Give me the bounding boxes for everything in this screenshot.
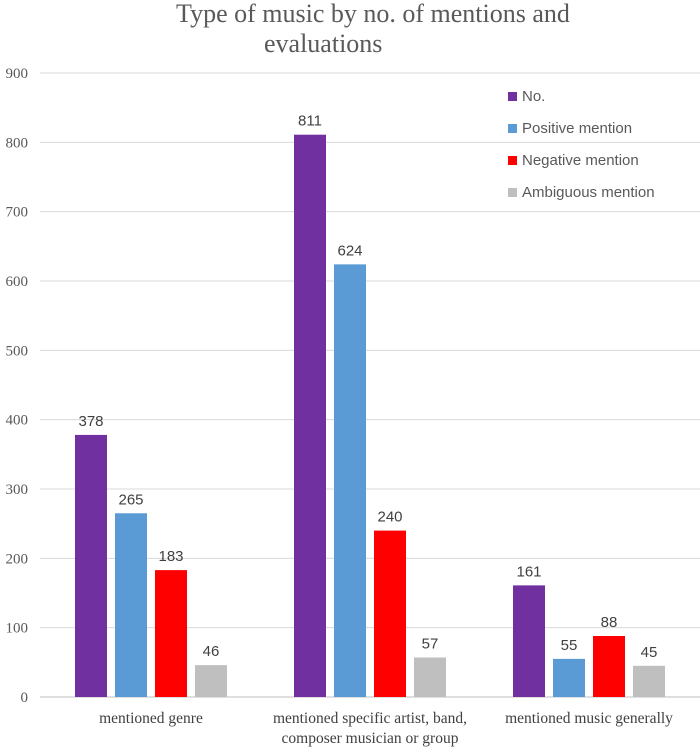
data-label: 46 (203, 643, 220, 660)
bar (294, 134, 326, 697)
chart-title-line: evaluations (264, 29, 382, 58)
y-tick-label: 400 (6, 413, 29, 429)
x-tick-label: composer musician or group (282, 730, 459, 747)
chart-title-line: Type of music by no. of mentions and (176, 0, 570, 28)
legend-swatch (508, 188, 517, 197)
bar (374, 530, 406, 697)
bar (75, 434, 107, 697)
data-label: 240 (377, 509, 402, 526)
legend-label: Ambiguous mention (522, 184, 655, 201)
bar (115, 513, 147, 697)
legend-swatch (508, 92, 517, 101)
x-axis-ticks: mentioned genre mentioned specific artist… (99, 710, 673, 747)
bar (553, 658, 585, 697)
data-label: 624 (337, 242, 362, 259)
chart-title: Type of music by no. of mentions andeval… (176, 0, 570, 58)
bar (513, 585, 545, 697)
data-label: 161 (516, 563, 541, 580)
data-label: 45 (641, 644, 658, 661)
data-label: 265 (118, 491, 143, 508)
bar (195, 665, 227, 697)
data-label: 183 (158, 548, 183, 565)
y-tick-label: 600 (6, 274, 29, 290)
x-tick-label: mentioned music generally (505, 710, 673, 727)
legend-swatch (508, 156, 517, 165)
x-tick-label: mentioned specific artist, band, (273, 710, 467, 727)
bar (155, 570, 187, 697)
y-tick-label: 900 (6, 66, 29, 82)
y-tick-label: 500 (6, 343, 29, 359)
y-tick-label: 800 (6, 135, 29, 151)
gridlines (40, 72, 700, 698)
bar (334, 264, 366, 697)
data-label: 55 (561, 637, 578, 654)
x-tick-label: mentioned genre (99, 710, 203, 727)
data-label: 88 (601, 614, 618, 631)
y-tick-label: 0 (21, 690, 29, 706)
data-label: 378 (78, 413, 103, 430)
legend-label: No. (522, 88, 545, 105)
y-tick-label: 200 (6, 551, 29, 567)
bar (633, 665, 665, 697)
data-label: 811 (298, 113, 322, 130)
y-axis-ticks: 0 100 200 300 400 500 600 700 800 900 (6, 66, 29, 706)
y-tick-label: 100 (6, 621, 29, 637)
bar (593, 635, 625, 697)
bars (75, 134, 665, 697)
legend-label: Positive mention (522, 120, 632, 137)
data-labels: 378 811 161 265 624 55 183 240 88 46 57 45 (78, 113, 657, 661)
legend: No. Positive mention Negative mention Ambig… (508, 88, 655, 201)
bar (414, 657, 446, 697)
data-label: 57 (422, 635, 439, 652)
legend-label: Negative mention (522, 152, 639, 169)
y-tick-label: 700 (6, 205, 29, 221)
y-tick-label: 300 (6, 482, 29, 498)
legend-swatch (508, 124, 517, 133)
